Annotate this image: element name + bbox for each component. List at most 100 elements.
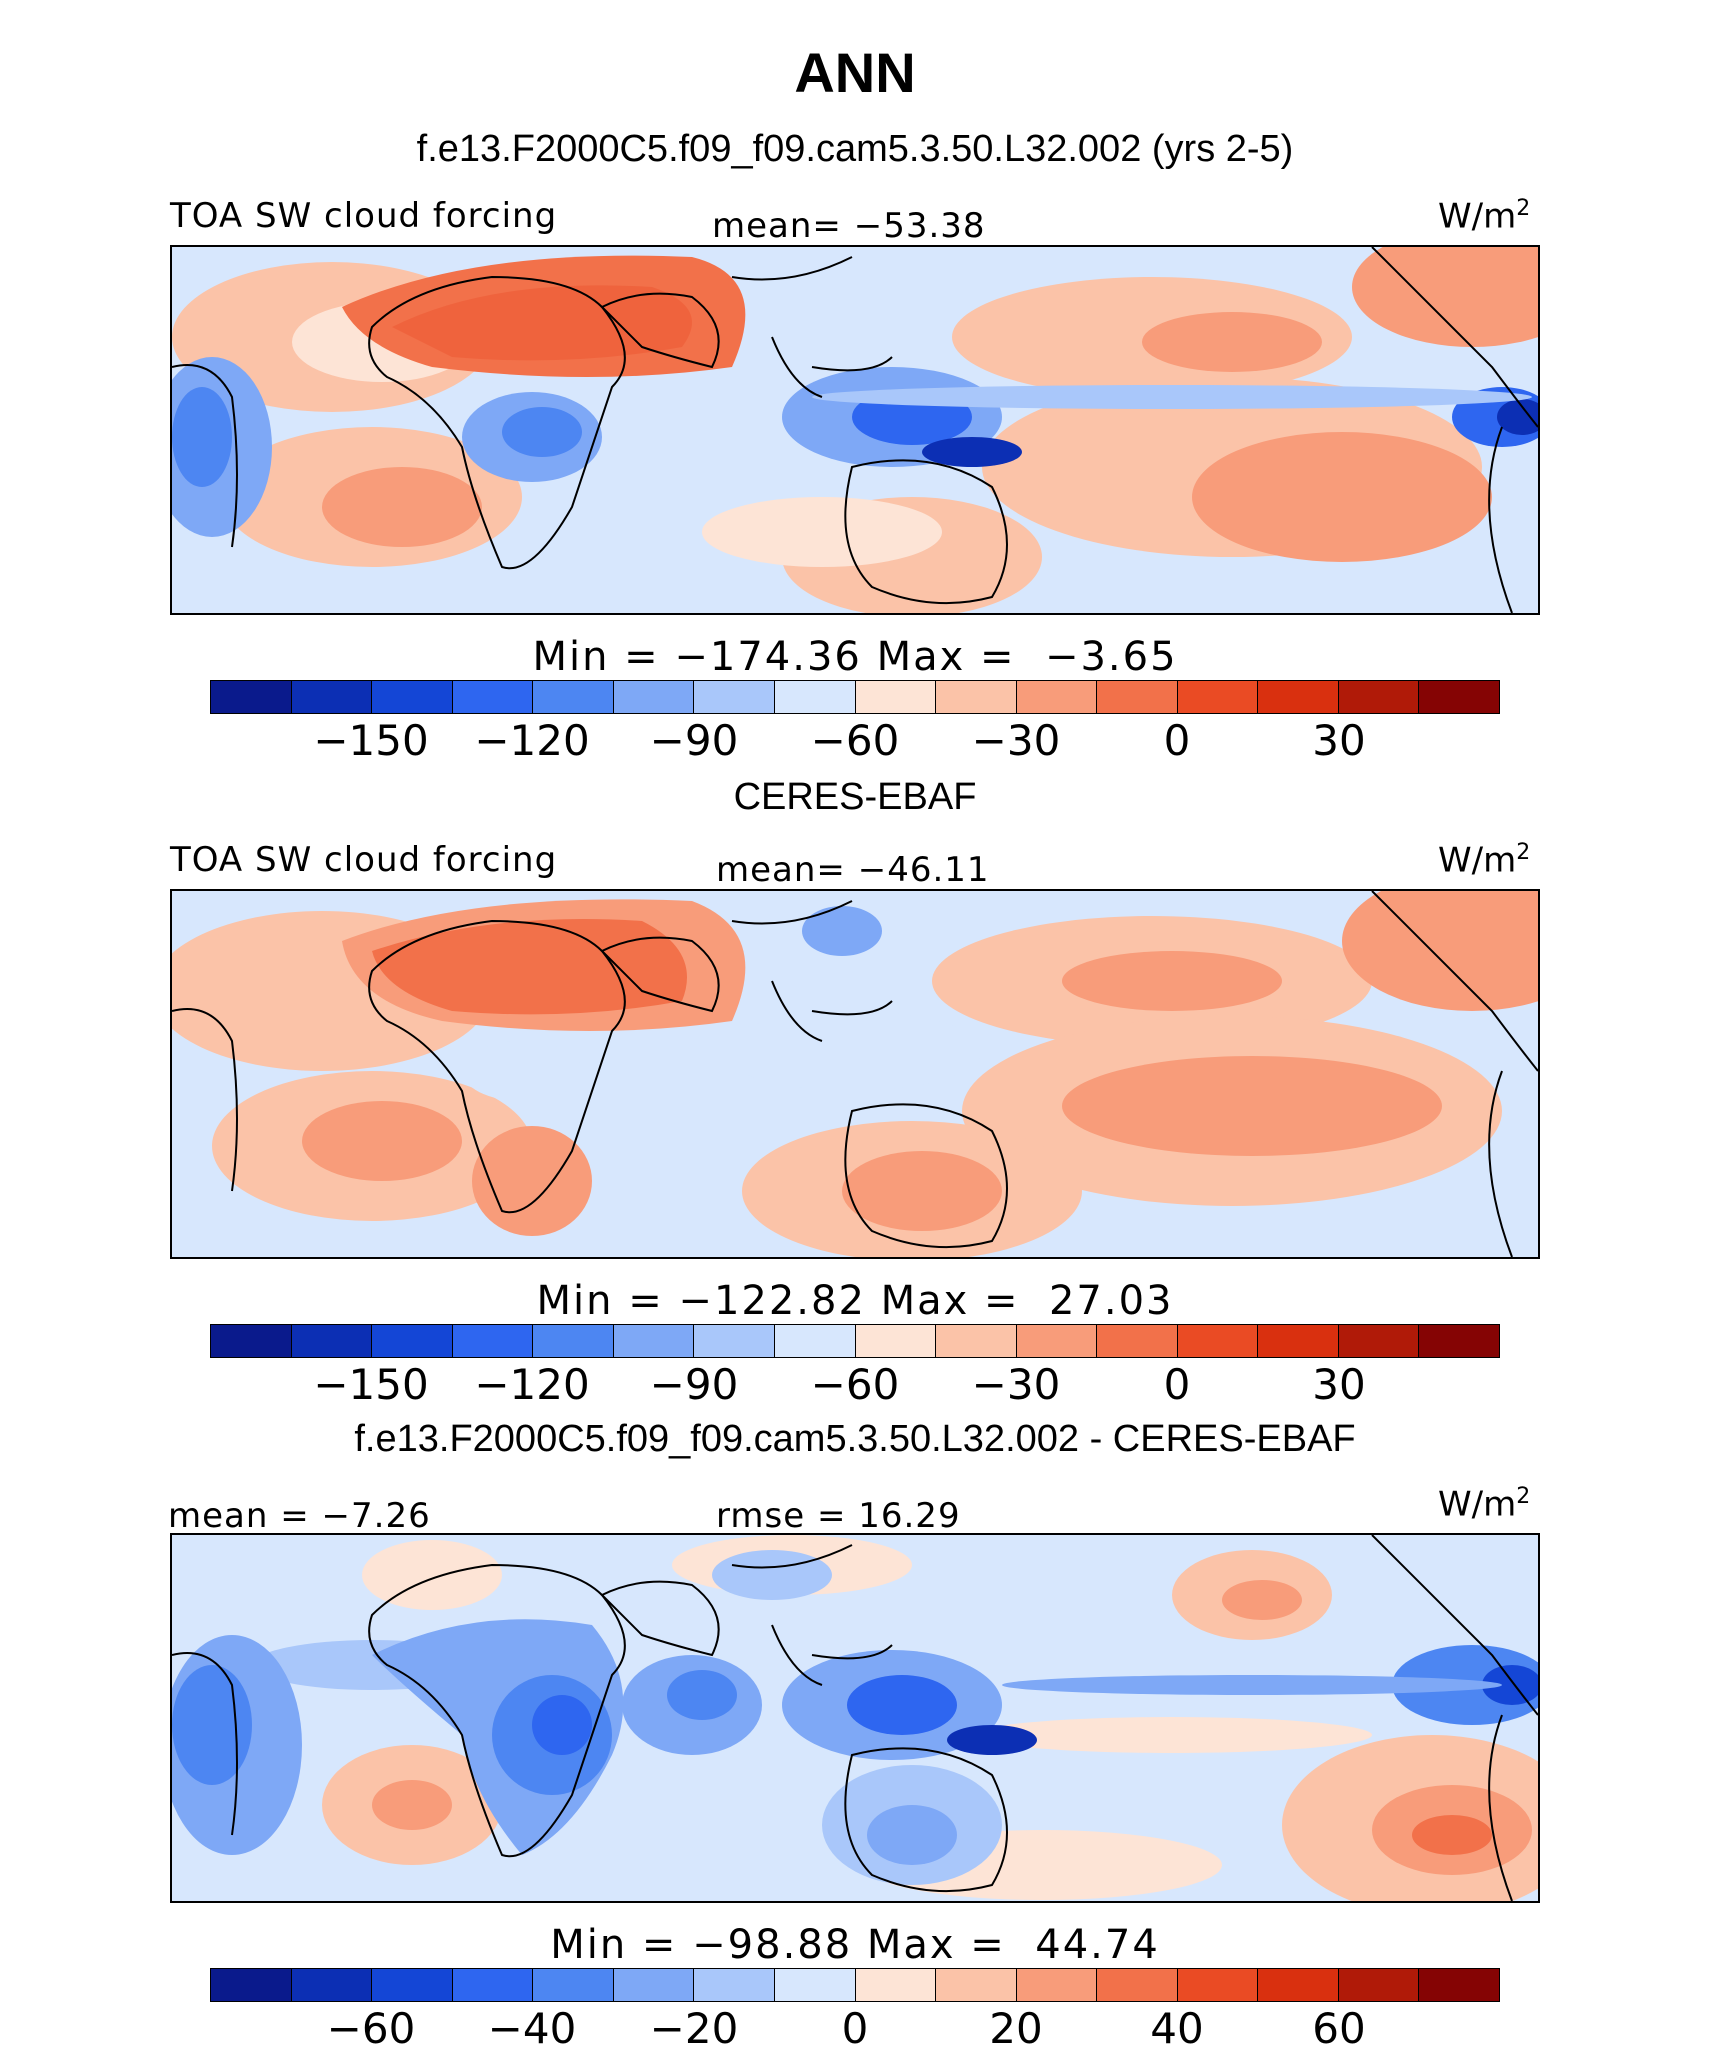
colorbar-tick-label: −120 [474,1360,590,1409]
colorbar-swatch [1177,1969,1259,2001]
colorbar-tick-label: 0 [841,2004,869,2053]
panel-2-header: CERES-EBAF [733,776,977,818]
colorbar-swatch [372,1325,453,1357]
panel-1-header: f.e13.F2000C5.f09_f09.cam5.3.50.L32.002 … [416,128,1294,170]
colorbar-swatch [694,1969,775,2001]
south-america-coastline [172,364,238,548]
asia-coastline [731,1544,893,1686]
colorbar-swatch [694,1325,775,1357]
colorbar-tick-label: 0 [1163,1360,1191,1409]
colorbar-swatch [291,1969,373,2001]
colorbar-tick-label: 0 [1163,716,1191,765]
colorbar-swatch [1097,681,1178,713]
colorbar-swatch [211,681,292,713]
asia-coastline [731,900,893,1042]
colorbar-swatch [936,1325,1017,1357]
colorbar-swatch [613,1325,695,1357]
colorbar-swatch [211,1969,292,2001]
colorbar-swatch [774,681,856,713]
colorbar-swatch [291,1325,373,1357]
americas-coastline [1371,1535,1538,1901]
panel-3-rmse-label: rmse = 16.29 [716,1496,961,1536]
arabia-coastline [600,292,720,369]
colorbar-swatch [291,681,373,713]
australia-coastline [844,1103,1008,1249]
colorbar-tick-label: −20 [649,2004,739,2053]
colorbar-swatch [1419,681,1499,713]
tibet-negative [802,906,882,956]
colorbar-swatch [1338,1969,1420,2001]
colorbar-swatch [936,1969,1017,2001]
panel-2-variable-label: TOA SW cloud forcing [170,840,558,880]
panel-2-map-field [172,891,1538,1257]
panel-2-minmax: Min = −122.82 Max = 27.03 [536,1278,1174,1324]
panel-1-variable-label: TOA SW cloud forcing [170,196,558,236]
africa-coastline [368,919,626,1214]
colorbar-swatch [372,681,453,713]
colorbar-tick-label: −60 [810,716,900,765]
panel-3-map [170,1533,1540,1903]
colorbar-tick-label: −40 [487,2004,577,2053]
colorbar-swatch [452,681,534,713]
colorbar-tick-label: −90 [649,1360,739,1409]
panel-1-map-field [172,247,1538,613]
asia-coastline [731,256,893,398]
mexico-positive [1342,891,1538,1011]
panel-1-map [170,245,1540,615]
colorbar-swatch [533,1969,614,2001]
colorbar-swatch [1338,1325,1420,1357]
panel-2-map [170,889,1540,1259]
colorbar-tick-label: −120 [474,716,590,765]
colorbar-tick-label: −150 [313,716,429,765]
panel-3-mean-label: mean = −7.26 [168,1496,431,1536]
panel-3-minmax: Min = −98.88 Max = 44.74 [550,1922,1160,1968]
colorbar-swatch [1097,1969,1178,2001]
colorbar-tick-label: −30 [971,716,1061,765]
colorbar-swatch [855,1969,937,2001]
panel-1-colorbar [210,680,1500,714]
colorbar-tick-label: −30 [971,1360,1061,1409]
mexico-positive [1352,247,1538,347]
americas-coastline [1371,891,1538,1257]
colorbar-swatch [1016,1325,1098,1357]
colorbar-tick-label: 40 [1150,2004,1204,2053]
colorbar-tick-label: 60 [1312,2004,1366,2053]
colorbar-swatch [1097,1325,1178,1357]
figure-title: ANN [794,41,916,104]
sahara-positive [342,255,746,377]
colorbar-swatch [1258,1969,1339,2001]
colorbar-swatch [452,1325,534,1357]
colorbar-swatch [1338,681,1420,713]
colorbar-swatch [1177,681,1259,713]
colorbar-swatch [533,1325,614,1357]
panel-3-map-field [172,1535,1538,1901]
central-africa-field [462,1041,582,1101]
colorbar-swatch [1419,1325,1499,1357]
colorbar-tick-label: 20 [989,2004,1043,2053]
colorbar-swatch [855,1325,937,1357]
colorbar-swatch [1177,1325,1259,1357]
colorbar-tick-label: −150 [313,1360,429,1409]
americas-coastline [1371,247,1538,613]
colorbar-tick-label: 30 [1312,1360,1366,1409]
arabia-coastline [600,936,720,1013]
colorbar-swatch [372,1969,453,2001]
colorbar-swatch [1016,681,1098,713]
panel-2-colorbar [210,1324,1500,1358]
australia-coastline [844,1747,1008,1893]
panel-2-unit-label: W/m2 [1438,840,1531,881]
colorbar-swatch [1016,1969,1098,2001]
colorbar-swatch [774,1325,856,1357]
colorbar-swatch [211,1325,292,1357]
colorbar-swatch [1258,1325,1339,1357]
colorbar-swatch [936,681,1017,713]
panel-3-unit-label: W/m2 [1438,1484,1531,1525]
colorbar-tick-label: −90 [649,716,739,765]
panel-2-mean-label: mean= −46.11 [716,850,990,890]
south-america-coastline [172,1008,238,1192]
colorbar-tick-label: −60 [810,1360,900,1409]
panel-3-header: f.e13.F2000C5.f09_f09.cam5.3.50.L32.002 … [354,1418,1356,1460]
colorbar-swatch [774,1969,856,2001]
south-america-coastline [172,1652,238,1836]
arabia-coastline [600,1580,720,1657]
